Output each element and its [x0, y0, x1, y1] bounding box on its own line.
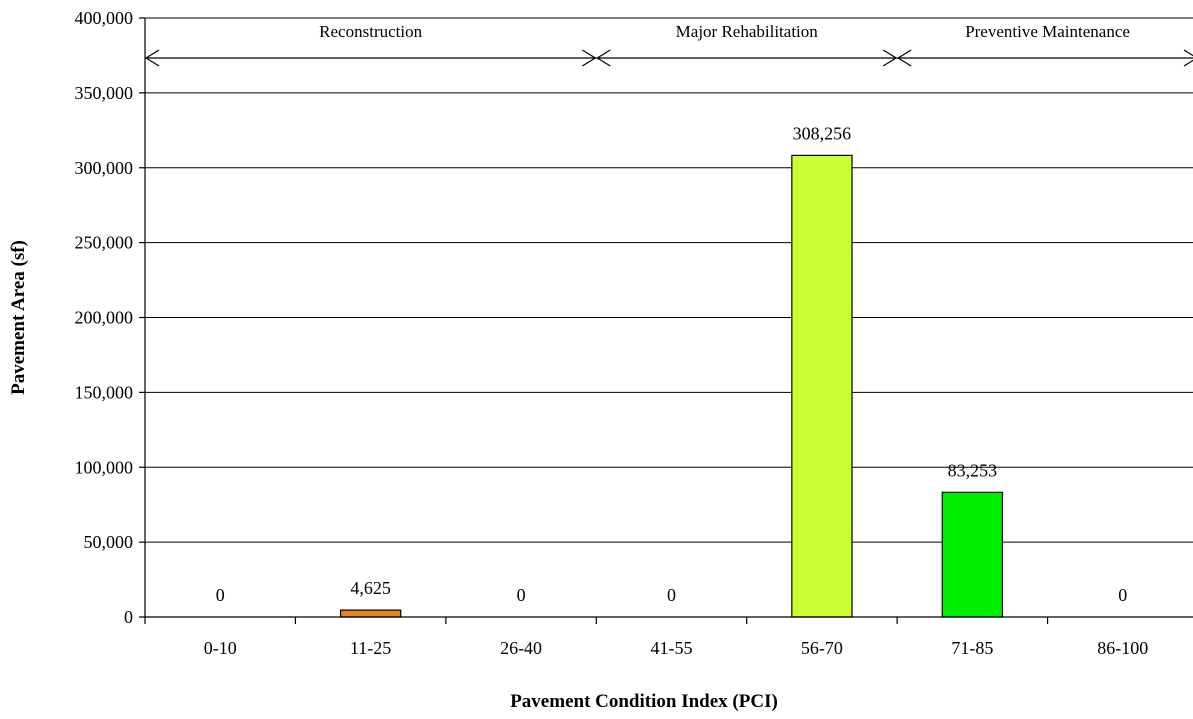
- gridlines: [145, 17, 1193, 543]
- x-tick-labels: 0-10 11-25 26-40 41-55 56-70 71-85 86-100: [204, 638, 1149, 658]
- treatment-bands: Reconstruction Major Rehabilitation Preven…: [144, 22, 1193, 67]
- data-label: 0: [216, 585, 225, 605]
- data-label: 0: [667, 585, 676, 605]
- y-tick-label: 100,000: [75, 457, 134, 477]
- y-tick-label: 350,000: [75, 83, 134, 103]
- data-label: 308,256: [793, 123, 852, 143]
- band-arrow-right: [882, 49, 898, 67]
- band-arrow-left: [896, 49, 912, 67]
- band-label: Major Rehabilitation: [676, 22, 819, 41]
- data-labels: 0 4,625 0 0 308,256 83,253 0: [216, 123, 1128, 605]
- band-arrow-left: [596, 49, 611, 67]
- band-major-rehabilitation: Major Rehabilitation: [596, 22, 898, 67]
- x-tick-label: 56-70: [801, 638, 843, 658]
- x-tick-label: 11-25: [350, 638, 391, 658]
- y-tick-label: 50,000: [84, 532, 134, 552]
- data-label: 0: [1118, 585, 1127, 605]
- band-preventive-maintenance: Preventive Maintenance: [896, 22, 1193, 67]
- y-tick-label: 150,000: [75, 382, 134, 402]
- x-tick-label: 71-85: [951, 638, 993, 658]
- band-label: Reconstruction: [319, 22, 422, 41]
- x-tick-label: 26-40: [500, 638, 542, 658]
- x-tick-label: 41-55: [651, 638, 693, 658]
- band-arrow-right: [581, 49, 597, 67]
- y-tick-label: 0: [124, 607, 133, 627]
- x-axis-title: Pavement Condition Index (PCI): [510, 691, 778, 712]
- data-label: 83,253: [948, 460, 998, 480]
- x-tick-label: 86-100: [1097, 638, 1148, 658]
- band-arrow-right: [1183, 49, 1193, 67]
- y-tick-label: 300,000: [75, 158, 134, 178]
- band-label: Preventive Maintenance: [965, 22, 1130, 41]
- y-tick-label: 400,000: [75, 8, 134, 28]
- bars: [339, 154, 1004, 618]
- y-axis-title: Pavement Area (sf): [8, 240, 29, 395]
- bar-71-85: [941, 491, 1004, 618]
- x-tick-label: 0-10: [204, 638, 237, 658]
- data-label: 4,625: [350, 578, 391, 598]
- axes: [139, 17, 1193, 624]
- bar-11-25: [339, 609, 402, 618]
- y-tick-label: 250,000: [75, 233, 134, 253]
- band-arrow-left: [144, 49, 160, 67]
- data-label: 0: [517, 585, 526, 605]
- y-tick-label: 200,000: [75, 308, 134, 328]
- bar-56-70: [791, 154, 853, 618]
- y-tick-labels: 0 50,000 100,000 150,000 200,000 250,000 300,0…: [75, 8, 134, 627]
- band-reconstruction: Reconstruction: [144, 22, 597, 67]
